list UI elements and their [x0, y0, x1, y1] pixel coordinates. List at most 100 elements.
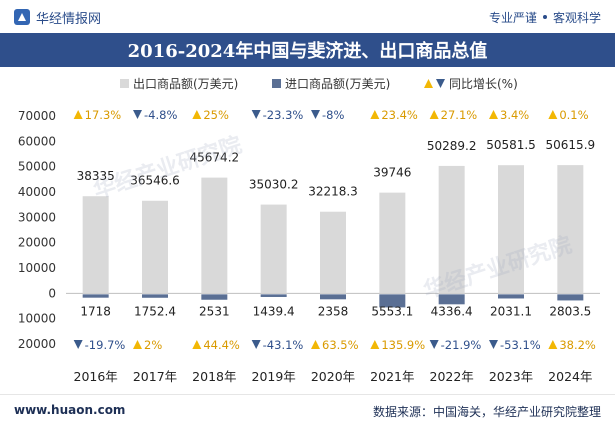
y-tick-label: 30000	[18, 210, 56, 224]
export-growth-up-triangle-icon	[429, 110, 439, 119]
legend-down-triangle-icon	[436, 79, 445, 88]
import-bar	[142, 294, 168, 298]
x-category-label: 2023年	[489, 369, 533, 384]
export-growth-label: 27.1%	[441, 108, 478, 122]
export-growth-down-triangle-icon	[251, 110, 261, 119]
import-value-label: 2031.1	[490, 304, 532, 318]
export-value-label: 50581.5	[486, 138, 536, 152]
import-growth-down-triangle-icon	[489, 340, 498, 349]
tagline-dot-icon	[542, 15, 547, 19]
import-growth-label: -21.9%	[441, 338, 482, 352]
chart-title: 2016-2024年中国与斐济进、出口商品总值	[127, 41, 488, 62]
import-value-label: 1439.4	[253, 304, 295, 318]
tagline-left: 专业严谨	[488, 10, 537, 25]
import-growth-down-triangle-icon	[429, 340, 439, 349]
legend-swatch-1	[272, 79, 281, 88]
import-bar	[557, 294, 584, 301]
import-bar	[82, 294, 109, 298]
x-category-label: 2024年	[548, 369, 592, 384]
import-value-label: 2803.5	[549, 304, 591, 318]
import-growth-label: 63.5%	[322, 338, 359, 352]
import-value-label: 5553.1	[371, 304, 413, 318]
x-category-label: 2021年	[370, 369, 414, 384]
legend-swatch-0	[120, 79, 129, 88]
top-bar: 华经情报网 专业严谨 客观科学	[0, 0, 615, 33]
import-growth-label: 44.4%	[203, 338, 240, 352]
x-category-label: 2019年	[252, 369, 296, 384]
import-bar	[320, 294, 346, 300]
export-bar	[201, 177, 228, 294]
bar-chart: 出口商品额(万美元) 进口商品额(万美元) 同比增长(%) 20000 10000 0 10…	[18, 76, 600, 384]
tagline-right: 客观科学	[552, 10, 601, 25]
y-tick-label: 40000	[18, 185, 56, 199]
import-growth-up-triangle-icon	[370, 340, 380, 349]
export-value-label: 45674.2	[190, 151, 240, 165]
import-value-label: 4336.4	[431, 304, 473, 318]
x-category-label: 2017年	[133, 369, 177, 384]
y-tick-label: 10000	[18, 312, 56, 326]
import-growth-up-triangle-icon	[311, 340, 320, 349]
import-growth-label: 135.9%	[381, 338, 425, 352]
legend-label-2: 同比增长(%)	[449, 77, 518, 91]
x-category-label: 2022年	[430, 369, 474, 384]
import-growth-label: 2%	[144, 338, 162, 352]
chart-title-bar: 2016-2024年中国与斐济进、出口商品总值	[0, 33, 615, 67]
y-tick-label: 20000	[18, 236, 56, 250]
export-growth-up-triangle-icon	[192, 110, 202, 119]
export-growth-label: -23.3%	[263, 108, 304, 122]
export-bar	[379, 192, 406, 294]
export-growth-down-triangle-icon	[133, 110, 142, 119]
export-growth-up-triangle-icon	[548, 110, 558, 119]
export-bar	[320, 211, 346, 294]
export-bar	[82, 196, 109, 294]
export-value-label: 32218.3	[308, 185, 358, 199]
export-growth-label: -4.8%	[144, 108, 177, 122]
export-value-label: 50289.2	[427, 139, 477, 153]
tagline: 专业严谨 客观科学	[489, 8, 601, 26]
brand-logo-icon	[14, 9, 30, 25]
x-category-label: 2020年	[311, 369, 355, 384]
import-growth-down-triangle-icon	[251, 340, 261, 349]
import-bar	[260, 294, 287, 297]
export-growth-up-triangle-icon	[370, 110, 380, 119]
legend-label-1: 进口商品额(万美元)	[285, 76, 390, 91]
y-tick-label: 10000	[18, 261, 56, 275]
y-tick-label: 50000	[18, 160, 56, 174]
export-growth-label: 25%	[203, 108, 229, 122]
y-tick-label: 20000	[18, 337, 56, 351]
export-growth-up-triangle-icon	[73, 110, 83, 119]
import-growth-up-triangle-icon	[548, 340, 558, 349]
import-value-label: 1752.4	[134, 304, 176, 318]
x-category-label: 2016年	[74, 369, 118, 384]
import-growth-label: 38.2%	[559, 338, 596, 352]
import-value-label: 2531	[199, 304, 230, 318]
import-growth-label: -43.1%	[263, 338, 304, 352]
import-value-label: 2358	[318, 304, 349, 318]
export-growth-label: 17.3%	[85, 108, 122, 122]
export-value-label: 35030.2	[249, 178, 299, 192]
site-url[interactable]: www.huaon.com	[14, 403, 126, 417]
import-bar	[438, 294, 465, 305]
export-growth-label: 0.1%	[559, 108, 588, 122]
import-growth-label: -53.1%	[500, 338, 541, 352]
export-bar	[498, 165, 524, 294]
legend-up-triangle-icon	[424, 79, 433, 88]
import-bar	[379, 294, 406, 308]
import-growth-up-triangle-icon	[192, 340, 202, 349]
export-bar	[438, 165, 465, 294]
brand-name: 华经情报网	[36, 11, 102, 27]
y-tick-label: 70000	[18, 109, 56, 123]
import-bar	[201, 294, 228, 300]
import-growth-up-triangle-icon	[133, 340, 142, 349]
export-value-label: 38335	[77, 169, 115, 183]
y-tick-label: 0	[48, 286, 56, 300]
import-value-label: 1718	[80, 304, 111, 318]
export-value-label: 36546.6	[130, 174, 180, 188]
x-category-label: 2018年	[192, 369, 236, 384]
import-growth-label: -19.7%	[85, 338, 126, 352]
export-bar	[557, 165, 584, 294]
bottom-bar: www.huaon.com 数据来源：中国海关，华经产业研究院整理	[0, 394, 615, 428]
legend-label-0: 出口商品额(万美元)	[133, 76, 238, 91]
export-growth-label: -8%	[322, 108, 344, 122]
data-source: 数据来源：中国海关，华经产业研究院整理	[372, 405, 601, 419]
